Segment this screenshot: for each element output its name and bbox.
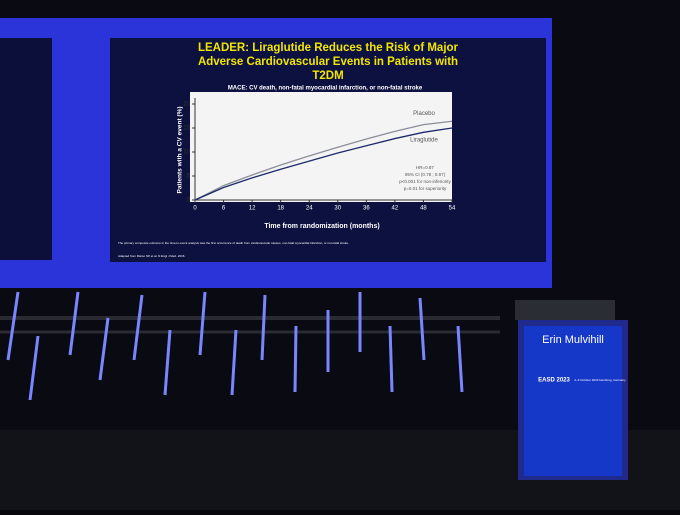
- footnote: Adapted from Marso SP et al. N Engl J Me…: [118, 254, 185, 258]
- chart-title: LEADER: Liraglutide Reduces the Risk of …: [198, 42, 459, 54]
- x-tick-label: 30: [334, 206, 341, 212]
- chart-title: Adverse Cardiovascular Events in Patient…: [198, 56, 458, 68]
- x-tick-label: 42: [392, 206, 399, 212]
- y-tick-label: 15: [183, 126, 190, 132]
- chart-title: T2DM: [312, 70, 343, 82]
- x-tick-label: 18: [277, 206, 284, 212]
- x-tick-label: 6: [222, 206, 226, 212]
- event-name: EASD 2023: [538, 378, 570, 384]
- podium-panel: [524, 326, 622, 476]
- annotation: 95% CI (0.78 ; 0.97): [405, 172, 446, 177]
- x-tick-label: 54: [449, 206, 456, 212]
- truss: [0, 316, 500, 334]
- x-tick-label: 36: [363, 206, 370, 212]
- chart-subtitle: MACE: CV death, non-fatal myocardial inf…: [228, 86, 423, 92]
- x-tick-label: 24: [306, 206, 313, 212]
- lectern-top: [515, 300, 615, 320]
- series-label: Liraglutide: [410, 138, 438, 144]
- y-tick-label: 10: [183, 150, 190, 156]
- x-tick-label: 48: [420, 206, 427, 212]
- y-tick-label: 0: [187, 198, 191, 204]
- light-tubes: [6, 291, 464, 401]
- x-axis-label: Time from randomization (months): [264, 223, 379, 230]
- x-tick-label: 0: [193, 206, 197, 212]
- event-dates: 2–6 October 2023 Hamburg, Germany: [574, 378, 626, 382]
- y-axis-label: Patients with a CV event (%): [177, 106, 184, 193]
- series-line: [194, 127, 453, 201]
- annotation: p<0.001 for non-inferiority: [399, 179, 451, 184]
- annotation: p=0.01 for superiority: [404, 186, 447, 191]
- side-slide: [0, 38, 52, 260]
- y-tick-label: 20: [183, 102, 190, 108]
- x-tick-label: 12: [249, 206, 256, 212]
- series-label: Placebo: [413, 111, 435, 117]
- speaker-name: Erin Mulvihill: [542, 334, 604, 346]
- y-tick-label: 5: [187, 174, 191, 180]
- series-line: [194, 120, 453, 201]
- footnote: The primary composite outcome in the tim…: [118, 241, 349, 245]
- annotation: HR=0.87: [416, 165, 434, 170]
